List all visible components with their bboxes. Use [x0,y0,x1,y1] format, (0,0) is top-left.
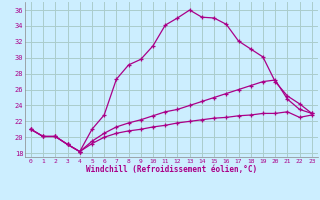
X-axis label: Windchill (Refroidissement éolien,°C): Windchill (Refroidissement éolien,°C) [86,165,257,174]
